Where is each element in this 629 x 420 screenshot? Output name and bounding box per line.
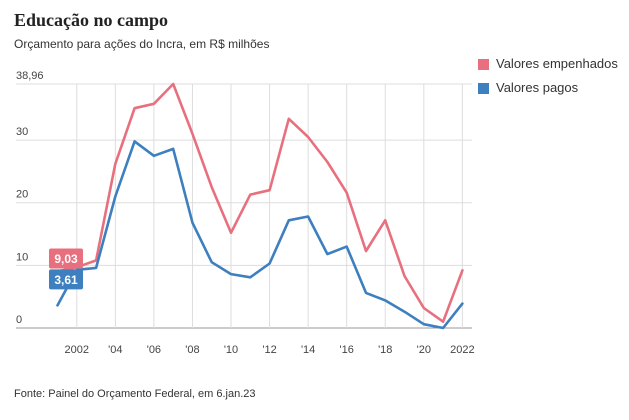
- x-tick-label: '04: [108, 344, 122, 356]
- x-tick-label: '20: [417, 344, 431, 356]
- chart-subtitle: Orçamento para ações do Incra, em R$ mil…: [14, 37, 270, 51]
- y-tick-label: 0: [16, 314, 22, 326]
- x-tick-label: '10: [224, 344, 238, 356]
- x-tick-label: '18: [378, 344, 392, 356]
- legend-label-pagos: Valores pagos: [496, 80, 579, 95]
- x-tick-label: '16: [340, 344, 354, 356]
- callout-box-pagos: [49, 269, 83, 290]
- x-tick-label: '14: [301, 344, 315, 356]
- callout-label-pagos: 3,61: [54, 273, 78, 287]
- legend-swatch-pagos: [478, 83, 489, 94]
- y-tick-label: 38,96: [16, 70, 44, 82]
- x-tick-label: '12: [262, 344, 276, 356]
- x-tick-label: '08: [185, 344, 199, 356]
- series-line-pagos: [56, 140, 464, 330]
- y-tick-label: 30: [16, 126, 28, 138]
- source-note: Fonte: Painel do Orçamento Federal, em 6…: [14, 388, 256, 400]
- x-tick-label: 2022: [450, 344, 474, 356]
- y-tick-label: 20: [16, 189, 28, 201]
- y-tick-label: 10: [16, 251, 28, 263]
- x-tick-label: 2002: [65, 344, 89, 356]
- legend-item-pagos: Valores pagos: [478, 80, 623, 96]
- series-line-empenhados: [56, 82, 464, 323]
- legend: Valores empenhados Valores pagos: [478, 56, 623, 104]
- callout-label-empenhados: 9,03: [54, 252, 78, 266]
- legend-item-empenhados: Valores empenhados: [478, 56, 623, 72]
- chart-title: Educação no campo: [14, 10, 169, 30]
- callout-box-empenhados: [49, 248, 83, 269]
- x-tick-label: '06: [147, 344, 161, 356]
- legend-swatch-empenhados: [478, 59, 489, 70]
- legend-label-empenhados: Valores empenhados: [496, 56, 618, 71]
